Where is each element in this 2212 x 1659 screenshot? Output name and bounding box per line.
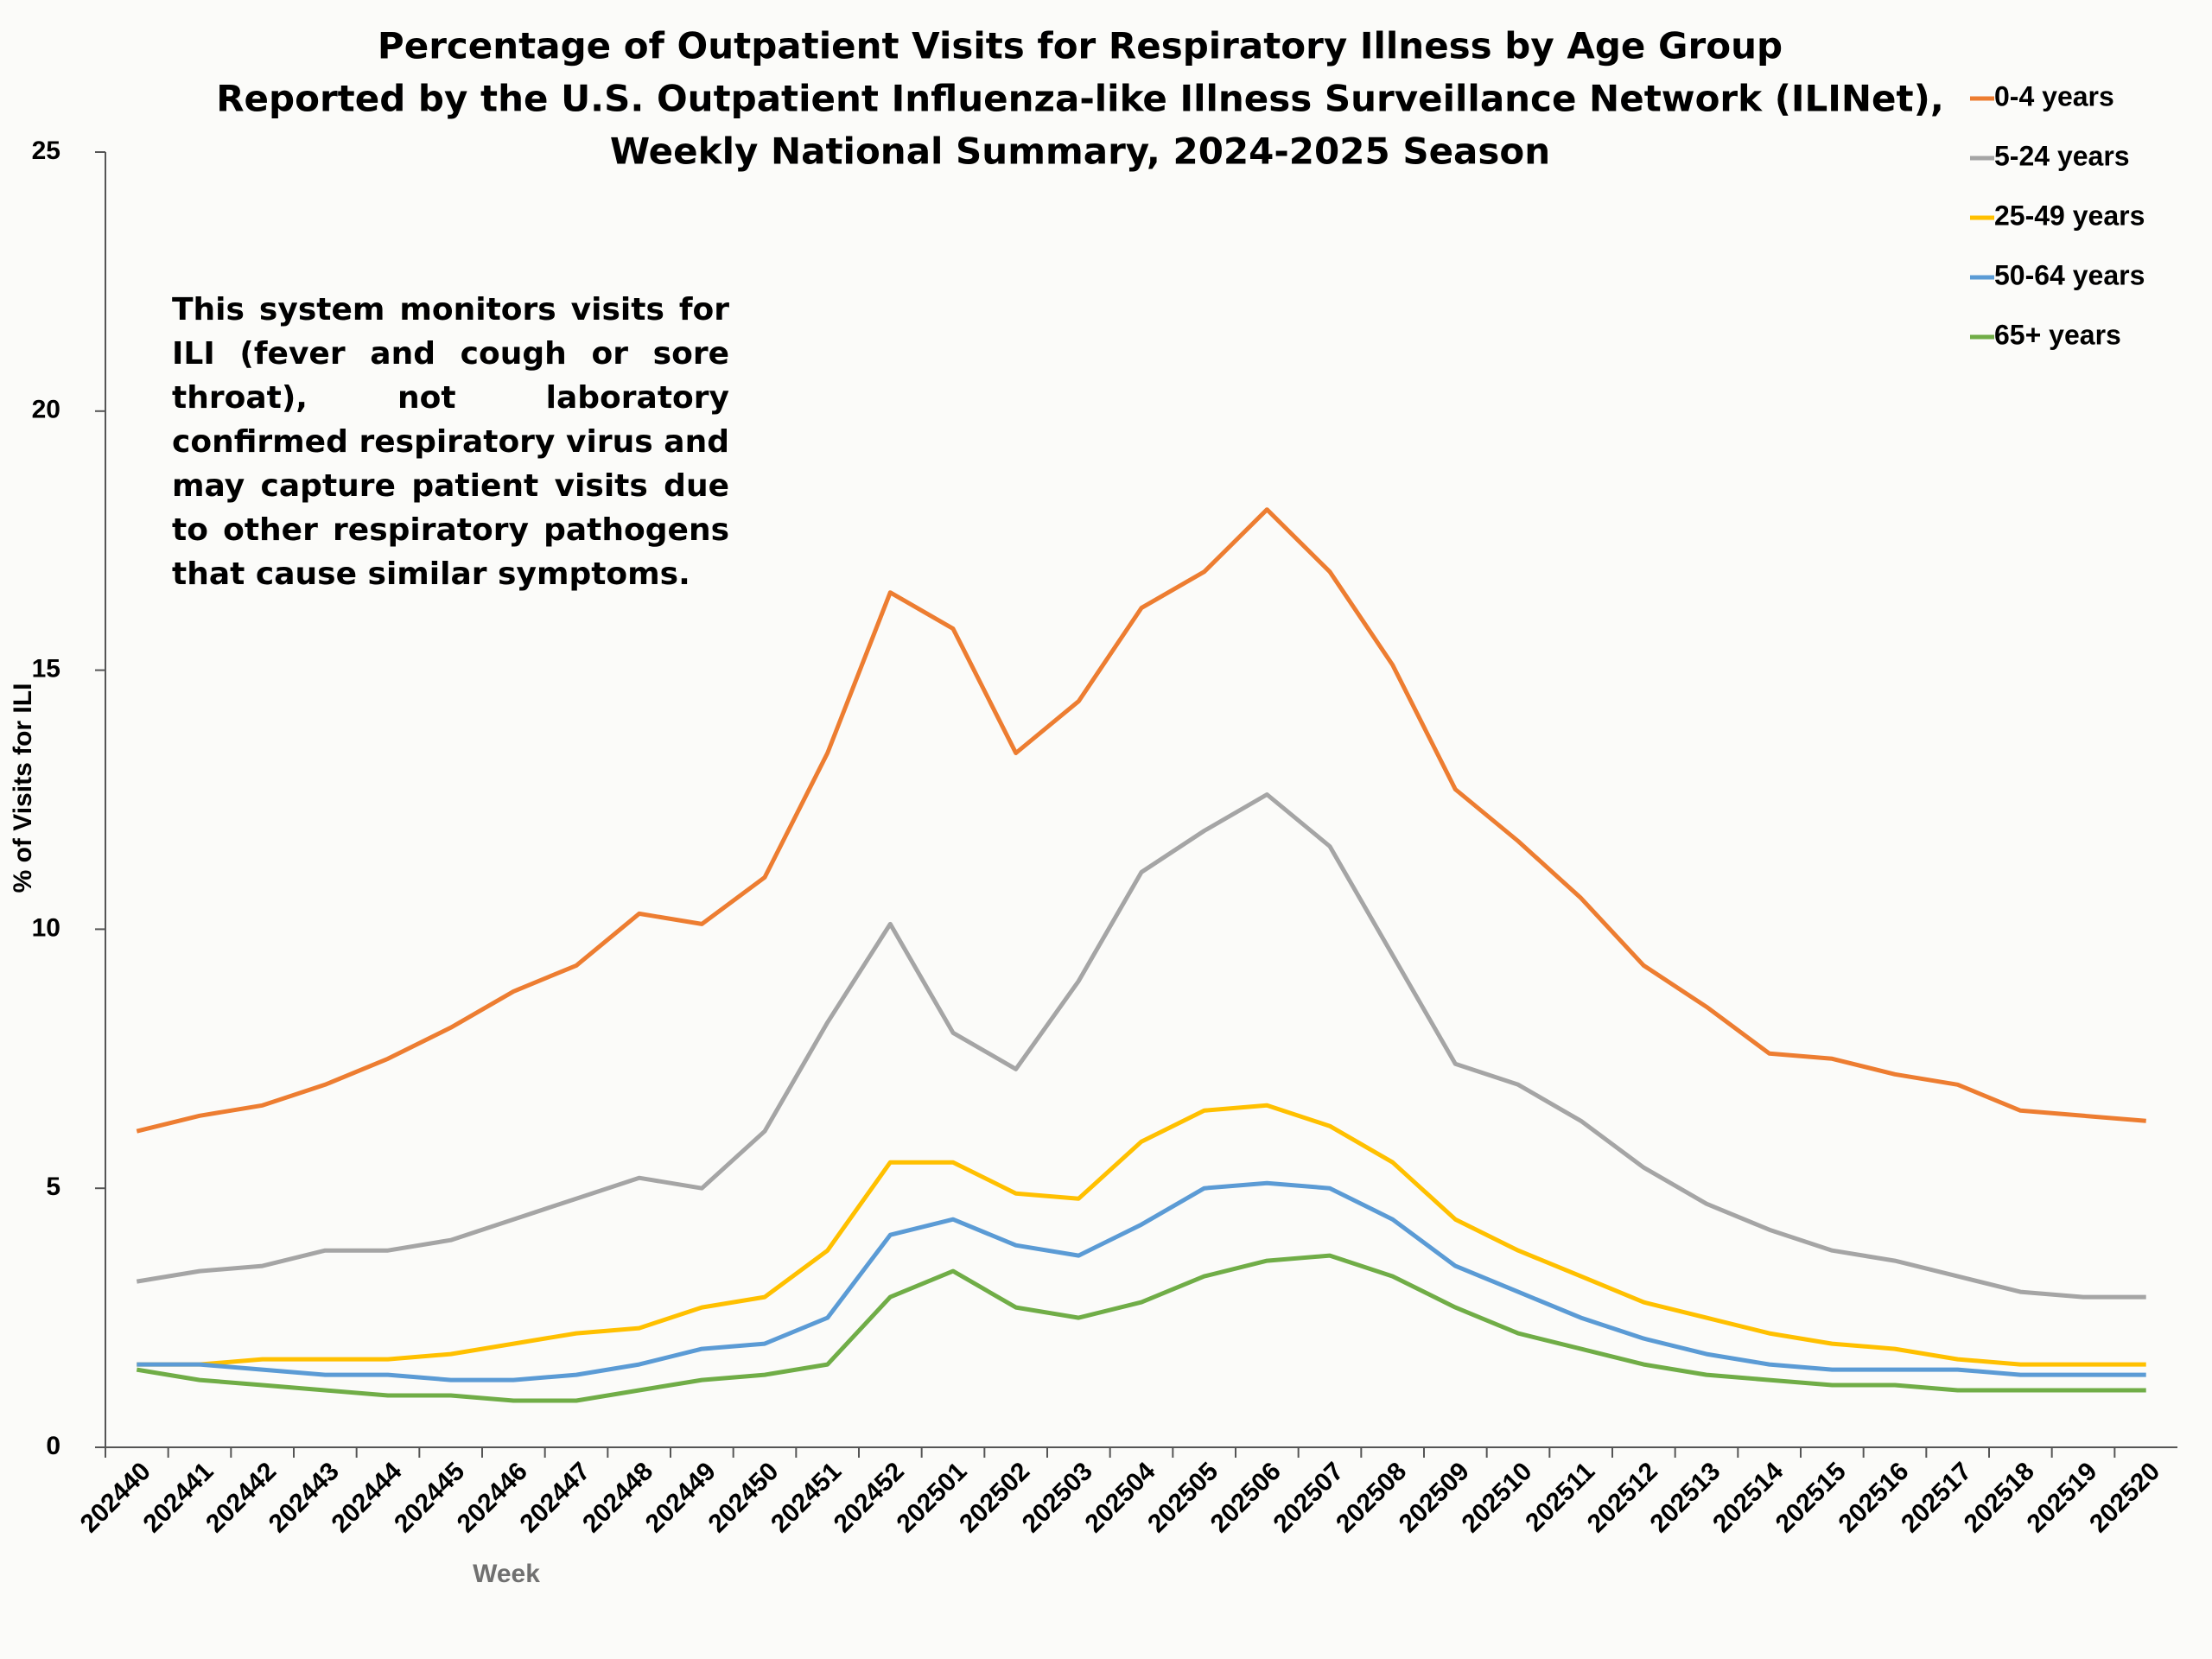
series-line (137, 1103, 2146, 1367)
x-tick-label: 202501 (891, 1457, 972, 1538)
x-tick-label: 202452 (829, 1457, 910, 1538)
y-tick-label: 10 (32, 913, 60, 942)
legend-label: 0-4 years (1994, 80, 2114, 111)
x-tick-label: 202442 (200, 1457, 282, 1538)
x-tick-label: 202516 (1833, 1457, 1914, 1538)
y-tick-label: 5 (46, 1173, 60, 1201)
x-tick-label: 202503 (1017, 1457, 1098, 1538)
x-tick-label: 202517 (1896, 1457, 1977, 1538)
x-tick-label: 202448 (577, 1457, 658, 1538)
legend-label: 65+ years (1994, 319, 2121, 350)
x-tick-label: 202502 (954, 1457, 1035, 1538)
x-tick-label: 202515 (1770, 1457, 1852, 1538)
x-tick-label: 202440 (75, 1457, 156, 1538)
x-tick-label: 202450 (702, 1457, 784, 1538)
x-tick-label: 202510 (1456, 1457, 1537, 1538)
chart-title: Percentage of Outpatient Visits for Resp… (378, 25, 1783, 67)
series-line (136, 792, 2146, 1300)
x-tick-label: 202445 (389, 1457, 470, 1538)
x-tick-label: 202505 (1142, 1457, 1224, 1538)
annotation: This system monitors visits for ILI (fev… (172, 292, 729, 592)
x-tick-label: 202520 (2084, 1457, 2165, 1538)
y-tick-label: 25 (32, 137, 60, 165)
x-tick-label: 202506 (1205, 1457, 1287, 1538)
annotation-box: This system monitors visits for ILI (fev… (172, 292, 729, 592)
x-tick-label: 202504 (1079, 1457, 1160, 1538)
x-tick-label: 202513 (1644, 1457, 1726, 1538)
x-tick-label: 202509 (1394, 1457, 1475, 1538)
x-tick-label: 202451 (766, 1457, 847, 1538)
legend-label: 25-49 years (1994, 200, 2145, 231)
y-axis-label: % of Visits for ILI (9, 683, 37, 893)
x-tick-label: 202514 (1707, 1457, 1789, 1538)
x-tick-label: 202444 (326, 1457, 407, 1538)
y-tick-label: 20 (32, 396, 60, 424)
series-line (137, 1180, 2146, 1382)
x-tick-label: 202443 (264, 1457, 345, 1538)
x-tick-label: 202519 (2021, 1457, 2102, 1538)
x-tick-label: 202441 (137, 1457, 219, 1538)
x-tick-label: 202449 (640, 1457, 721, 1538)
x-tick-label: 202447 (514, 1457, 595, 1538)
x-tick-label: 202518 (1959, 1457, 2040, 1538)
series-line (136, 1253, 2146, 1403)
x-tick-label: 202512 (1582, 1457, 1663, 1538)
chart-subtitle: Weekly National Summary, 2024-2025 Seaso… (610, 130, 1550, 173)
legend-label: 5-24 years (1994, 140, 2130, 171)
x-tick-label: 202508 (1331, 1457, 1412, 1538)
y-tick-label: 15 (32, 655, 60, 683)
series-line (136, 507, 2146, 1134)
x-axis-label: Week (473, 1560, 540, 1588)
chart-subtitle: Reported by the U.S. Outpatient Influenz… (216, 78, 1944, 120)
x-tick-label: 202507 (1268, 1457, 1349, 1538)
y-tick-label: 0 (46, 1432, 60, 1460)
legend-label: 50-64 years (1994, 259, 2145, 290)
x-tick-label: 202446 (452, 1457, 533, 1538)
